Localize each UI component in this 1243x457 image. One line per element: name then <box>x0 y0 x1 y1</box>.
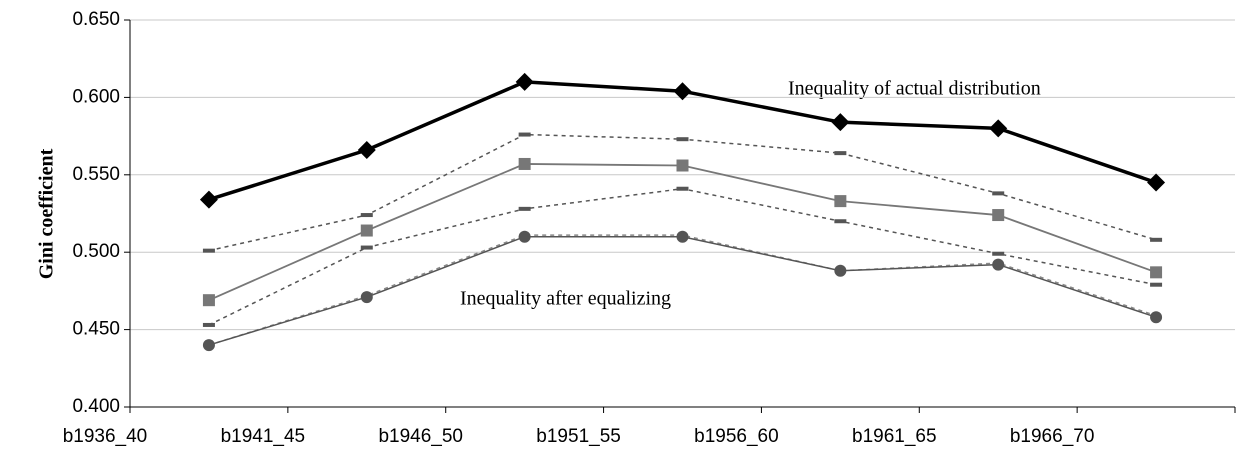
marker <box>518 132 531 137</box>
marker <box>518 157 531 170</box>
marker <box>834 151 847 156</box>
marker <box>992 209 1005 222</box>
marker <box>199 190 218 209</box>
marker <box>360 224 373 237</box>
marker <box>1150 237 1163 242</box>
x-tick-label: b1956_60 <box>694 426 779 447</box>
marker <box>360 213 373 218</box>
y-tick-label: 0.450 <box>72 319 120 340</box>
series-line <box>208 235 1157 346</box>
marker <box>1150 282 1163 287</box>
marker <box>992 191 1005 196</box>
marker <box>202 339 215 352</box>
marker <box>1147 173 1166 192</box>
annotation: Inequality of actual distribution <box>788 78 1041 100</box>
marker <box>834 219 847 224</box>
x-tick-label: b1966_70 <box>1010 426 1095 447</box>
marker <box>834 264 847 277</box>
x-tick-label: b1936_40 <box>63 426 148 447</box>
marker <box>831 113 850 132</box>
x-tick-label: b1951_55 <box>536 426 621 447</box>
marker <box>202 322 215 327</box>
marker <box>515 72 534 91</box>
marker <box>518 206 531 211</box>
marker <box>676 186 689 191</box>
marker <box>202 294 215 307</box>
y-tick-label: 0.600 <box>72 86 120 107</box>
marker <box>676 159 689 172</box>
y-tick-label: 0.400 <box>72 396 120 417</box>
series-line <box>208 187 1157 326</box>
marker <box>676 137 689 142</box>
marker <box>202 248 215 253</box>
marker <box>1150 311 1163 324</box>
marker <box>518 230 531 243</box>
y-axis-label: Gini coefficient <box>36 148 58 279</box>
marker <box>360 245 373 250</box>
x-tick-label: b1961_65 <box>852 426 937 447</box>
marker <box>676 230 689 243</box>
x-tick-label: b1941_45 <box>221 426 306 447</box>
y-tick-label: 0.500 <box>72 241 120 262</box>
x-tick-label: b1946_50 <box>378 426 463 447</box>
marker <box>673 82 692 101</box>
marker <box>1150 266 1163 279</box>
marker <box>989 119 1008 138</box>
marker <box>992 258 1005 271</box>
y-tick-label: 0.650 <box>72 9 120 30</box>
marker <box>834 195 847 208</box>
annotation: Inequality after equalizing <box>460 288 671 310</box>
y-tick-label: 0.550 <box>72 164 120 185</box>
marker <box>357 141 376 160</box>
series-line <box>208 234 1157 346</box>
marker <box>992 251 1005 256</box>
marker <box>360 291 373 304</box>
